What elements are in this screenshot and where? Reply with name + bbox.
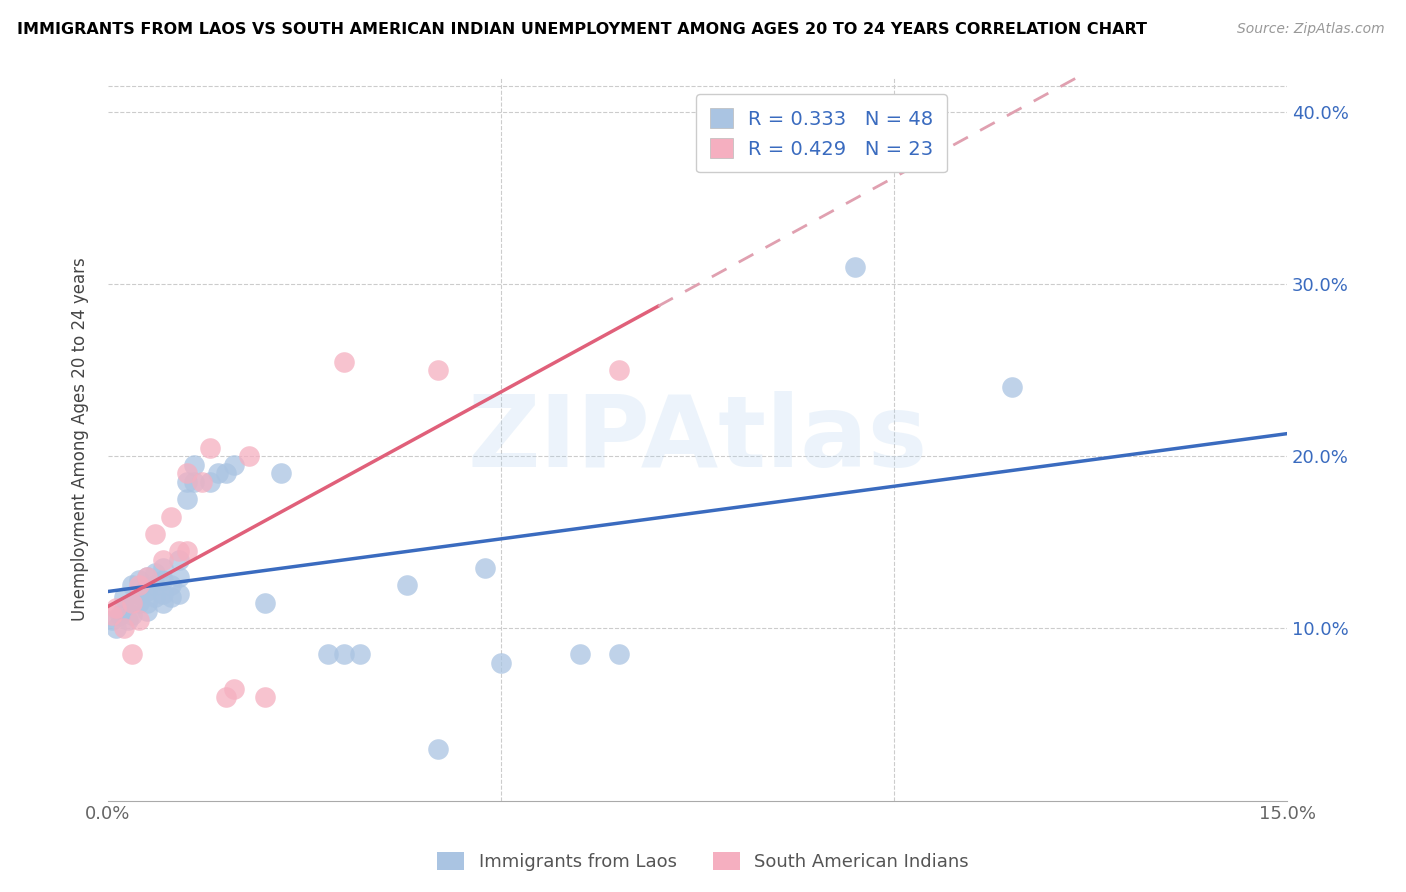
Point bbox=[607, 363, 630, 377]
Point bbox=[427, 363, 450, 377]
Point bbox=[349, 647, 371, 661]
Point bbox=[143, 526, 166, 541]
Point bbox=[427, 742, 450, 756]
Point bbox=[176, 467, 198, 481]
Point bbox=[333, 647, 356, 661]
Point bbox=[143, 591, 166, 605]
Point bbox=[207, 467, 229, 481]
Point bbox=[160, 509, 183, 524]
Point bbox=[167, 587, 190, 601]
Point bbox=[160, 578, 183, 592]
Point bbox=[128, 578, 150, 592]
Point bbox=[121, 578, 143, 592]
Point bbox=[152, 596, 174, 610]
Point bbox=[128, 596, 150, 610]
Point bbox=[104, 600, 127, 615]
Point bbox=[254, 690, 277, 705]
Point bbox=[198, 441, 221, 455]
Point bbox=[844, 260, 866, 274]
Point bbox=[152, 561, 174, 575]
Point bbox=[152, 573, 174, 587]
Point bbox=[183, 475, 205, 489]
Point bbox=[222, 458, 245, 472]
Point bbox=[136, 570, 159, 584]
Point bbox=[167, 552, 190, 566]
Point bbox=[270, 467, 292, 481]
Point bbox=[316, 647, 339, 661]
Point bbox=[128, 613, 150, 627]
Point bbox=[136, 570, 159, 584]
Legend: R = 0.333   N = 48, R = 0.429   N = 23: R = 0.333 N = 48, R = 0.429 N = 23 bbox=[696, 95, 948, 172]
Point bbox=[198, 475, 221, 489]
Point bbox=[238, 449, 260, 463]
Point bbox=[160, 591, 183, 605]
Point bbox=[1001, 380, 1024, 394]
Text: ZIPAtlas: ZIPAtlas bbox=[467, 391, 928, 488]
Point bbox=[152, 552, 174, 566]
Point bbox=[108, 607, 131, 622]
Point bbox=[191, 475, 214, 489]
Point bbox=[176, 492, 198, 507]
Point bbox=[136, 604, 159, 618]
Text: IMMIGRANTS FROM LAOS VS SOUTH AMERICAN INDIAN UNEMPLOYMENT AMONG AGES 20 TO 24 Y: IMMIGRANTS FROM LAOS VS SOUTH AMERICAN I… bbox=[17, 22, 1147, 37]
Point bbox=[136, 596, 159, 610]
Point bbox=[474, 561, 496, 575]
Point bbox=[395, 578, 418, 592]
Point bbox=[607, 647, 630, 661]
Legend: Immigrants from Laos, South American Indians: Immigrants from Laos, South American Ind… bbox=[430, 845, 976, 879]
Point bbox=[143, 566, 166, 581]
Point bbox=[489, 656, 512, 670]
Point bbox=[222, 681, 245, 696]
Point bbox=[143, 578, 166, 592]
Point bbox=[117, 613, 139, 627]
Point bbox=[254, 596, 277, 610]
Point bbox=[112, 591, 135, 605]
Point bbox=[121, 647, 143, 661]
Point bbox=[167, 570, 190, 584]
Point bbox=[136, 583, 159, 598]
Point bbox=[121, 607, 143, 622]
Point bbox=[104, 622, 127, 636]
Point bbox=[183, 458, 205, 472]
Point bbox=[176, 475, 198, 489]
Point bbox=[128, 587, 150, 601]
Point bbox=[128, 573, 150, 587]
Point bbox=[112, 600, 135, 615]
Point bbox=[215, 467, 238, 481]
Point bbox=[215, 690, 238, 705]
Text: Source: ZipAtlas.com: Source: ZipAtlas.com bbox=[1237, 22, 1385, 37]
Point bbox=[112, 622, 135, 636]
Point bbox=[568, 647, 591, 661]
Y-axis label: Unemployment Among Ages 20 to 24 years: Unemployment Among Ages 20 to 24 years bbox=[72, 257, 89, 621]
Point bbox=[152, 587, 174, 601]
Point bbox=[101, 607, 124, 622]
Point bbox=[176, 544, 198, 558]
Point bbox=[101, 613, 124, 627]
Point bbox=[167, 544, 190, 558]
Point bbox=[333, 354, 356, 368]
Point bbox=[121, 596, 143, 610]
Point bbox=[121, 596, 143, 610]
